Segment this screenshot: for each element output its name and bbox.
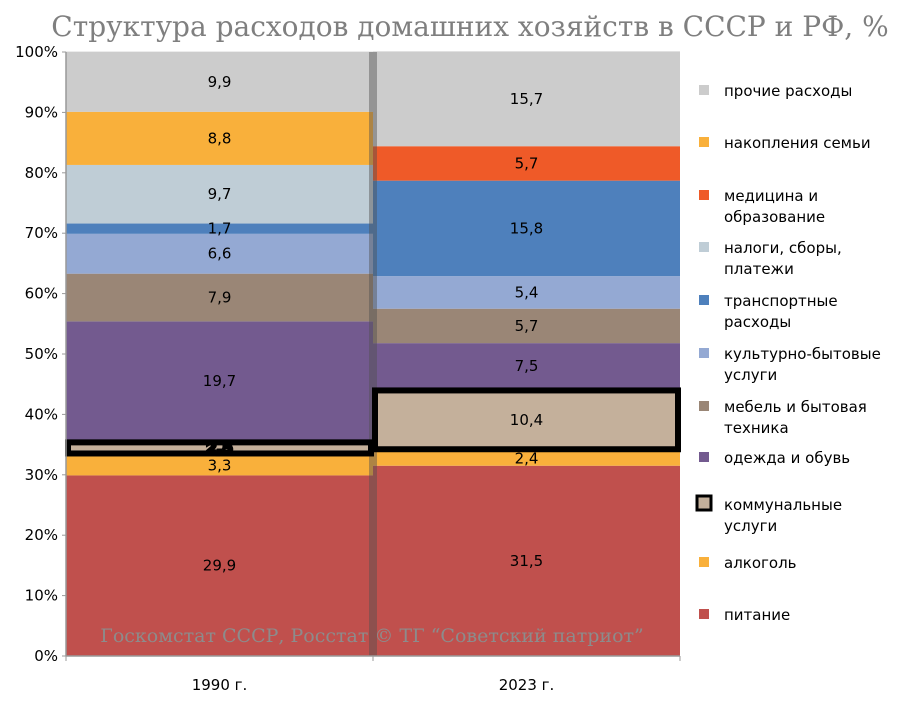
legend-item: одежда и обувь <box>699 449 850 467</box>
bar-segment <box>66 223 373 234</box>
legend-label: коммунальные <box>724 496 842 514</box>
legend-item: медицина и образование <box>699 187 825 226</box>
legend-item: накопления семьи <box>699 134 871 152</box>
legend-label: мебель и бытовая <box>724 398 867 416</box>
data-label: 5,7 <box>515 154 539 172</box>
data-label: 15,7 <box>510 90 543 108</box>
bar-segment <box>373 51 680 147</box>
highlight-frame <box>65 439 374 457</box>
y-tick-label: 30% <box>25 466 58 484</box>
legend-item: мебель и бытовая техника <box>699 398 867 437</box>
data-label: 15,8 <box>510 219 543 237</box>
chart-title: Структура расходов домашних хозяйств в С… <box>51 10 888 43</box>
legend-label: культурно-бытовые <box>724 345 881 363</box>
y-tick-label: 10% <box>25 587 58 605</box>
legend-swatch <box>699 190 709 200</box>
legend-item: алкоголь <box>699 554 797 572</box>
legend-label: налоги, сборы, <box>724 239 842 257</box>
data-label: 6,6 <box>208 245 232 263</box>
bar-segment <box>373 146 680 181</box>
legend-item: прочие расходы <box>699 82 852 100</box>
bar-segment <box>373 465 680 656</box>
y-tick-label: 0% <box>34 647 58 665</box>
y-tick-label: 100% <box>15 43 58 61</box>
x-category-label: 1990 г. <box>192 676 248 694</box>
legend-item: питание <box>699 606 790 624</box>
legend-swatch <box>699 401 709 411</box>
data-label: 9,7 <box>208 185 232 203</box>
data-label: 1,7 <box>208 220 232 238</box>
y-tick-label: 40% <box>25 405 58 423</box>
legend-swatch <box>699 609 709 619</box>
legend-swatch <box>699 348 709 358</box>
legend-label: услуги <box>724 366 777 384</box>
legend-label: медицина и <box>724 187 818 205</box>
column-separator <box>369 52 377 656</box>
legend-label: расходы <box>724 313 791 331</box>
data-label: 7,9 <box>208 289 232 307</box>
legend-item: коммунальные услуги <box>695 494 842 535</box>
legend-label: транспортные <box>724 292 838 310</box>
y-tick-label: 90% <box>25 103 58 121</box>
legend: прочие расходы накопления семьи медицина и… <box>695 82 881 624</box>
bar-segment <box>373 388 680 452</box>
legend-swatch <box>699 557 709 567</box>
highlight-frame <box>372 387 681 453</box>
data-label: 2,4 <box>515 449 539 467</box>
data-label: 29,9 <box>203 557 236 575</box>
y-tick-label: 20% <box>25 526 58 544</box>
data-label: 19,7 <box>203 372 236 390</box>
y-tick-label: 80% <box>25 164 58 182</box>
bar-segment <box>373 451 680 466</box>
legend-item: налоги, сборы, платежи <box>699 239 842 278</box>
data-label: 10,4 <box>510 411 543 429</box>
legend-label: услуги <box>724 517 777 535</box>
legend-swatch <box>699 242 709 252</box>
legend-label: алкоголь <box>724 554 797 572</box>
legend-swatch <box>699 295 709 305</box>
bar-segment <box>66 233 373 274</box>
legend-swatch <box>699 452 709 462</box>
data-label: 8,8 <box>208 129 232 147</box>
legend-label: одежда и обувь <box>724 449 850 467</box>
legend-swatch <box>695 494 713 512</box>
bar-segment <box>66 52 373 112</box>
x-category-label: 2023 г. <box>499 676 555 694</box>
legend-label: платежи <box>724 260 794 278</box>
source-note: Госкомстат СССР, Росстат © ТГ “Советский… <box>100 625 644 647</box>
legend-label: образование <box>724 208 825 226</box>
data-label: 31,5 <box>510 552 543 570</box>
bar-segment <box>66 164 373 224</box>
bar-segment <box>66 273 373 322</box>
bar-segment <box>66 111 373 165</box>
bar-segment <box>373 276 680 309</box>
data-label: 3,3 <box>208 456 232 474</box>
data-label: 9,9 <box>208 73 232 91</box>
bar-segment <box>66 455 373 476</box>
bar-segment <box>66 475 373 656</box>
y-tick-label: 50% <box>25 345 58 363</box>
y-tick-label: 70% <box>25 224 58 242</box>
bar-segment <box>66 321 373 441</box>
legend-label: питание <box>724 606 790 624</box>
bar-segment <box>373 308 680 344</box>
legend-label: прочие расходы <box>724 82 852 100</box>
bar-segment <box>373 343 680 389</box>
legend-item: транспортные расходы <box>699 292 838 331</box>
legend-swatch <box>699 137 709 147</box>
data-label: 5,7 <box>515 317 539 335</box>
legend-item: культурно-бытовые услуги <box>699 345 881 384</box>
legend-label: техника <box>724 419 789 437</box>
data-label: 5,4 <box>515 283 539 301</box>
legend-label: накопления семьи <box>724 134 871 152</box>
data-label: 7,5 <box>515 357 539 375</box>
data-label: 2,5 <box>206 439 233 457</box>
bar-segment <box>373 180 680 277</box>
legend-swatch <box>699 85 709 95</box>
y-tick-label: 60% <box>25 285 58 303</box>
plot-area: 29,9 3,32,5 19,7 7,9 6,6 1,7 9,7 8,8 9,9 31,5 2,4 1… <box>15 43 681 694</box>
